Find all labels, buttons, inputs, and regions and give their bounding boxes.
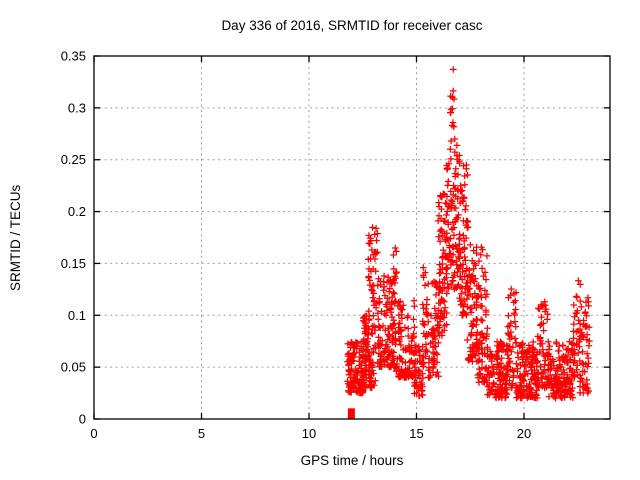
y-tick-label: 0.2: [68, 204, 86, 219]
y-tick-label: 0.1: [68, 308, 86, 323]
y-tick-label: 0.05: [61, 360, 86, 375]
y-tick-label: 0.25: [61, 152, 86, 167]
data-point-crosses: [344, 66, 593, 402]
x-axis-label: GPS time / hours: [300, 453, 404, 468]
y-tick-label: 0.35: [61, 49, 86, 64]
chart-title: Day 336 of 2016, SRMTID for receiver cas…: [221, 18, 483, 33]
scatter-points: [344, 66, 593, 420]
x-tick-label: 20: [517, 426, 531, 441]
axis-tick-labels: 0 5 10 15 20 0 0.05 0.1 0.15 0.2 0.25 0.3 0.35: [61, 49, 532, 442]
y-tick-label: 0.15: [61, 256, 86, 271]
start-square-marker: [347, 408, 355, 420]
x-tick-label: 15: [409, 426, 423, 441]
x-tick-label: 5: [198, 426, 205, 441]
x-tick-label: 10: [302, 426, 316, 441]
y-tick-label: 0.3: [68, 100, 86, 115]
x-tick-label: 0: [90, 426, 97, 441]
plot-frame: [93, 55, 611, 420]
y-tick-label: 0: [79, 412, 86, 427]
